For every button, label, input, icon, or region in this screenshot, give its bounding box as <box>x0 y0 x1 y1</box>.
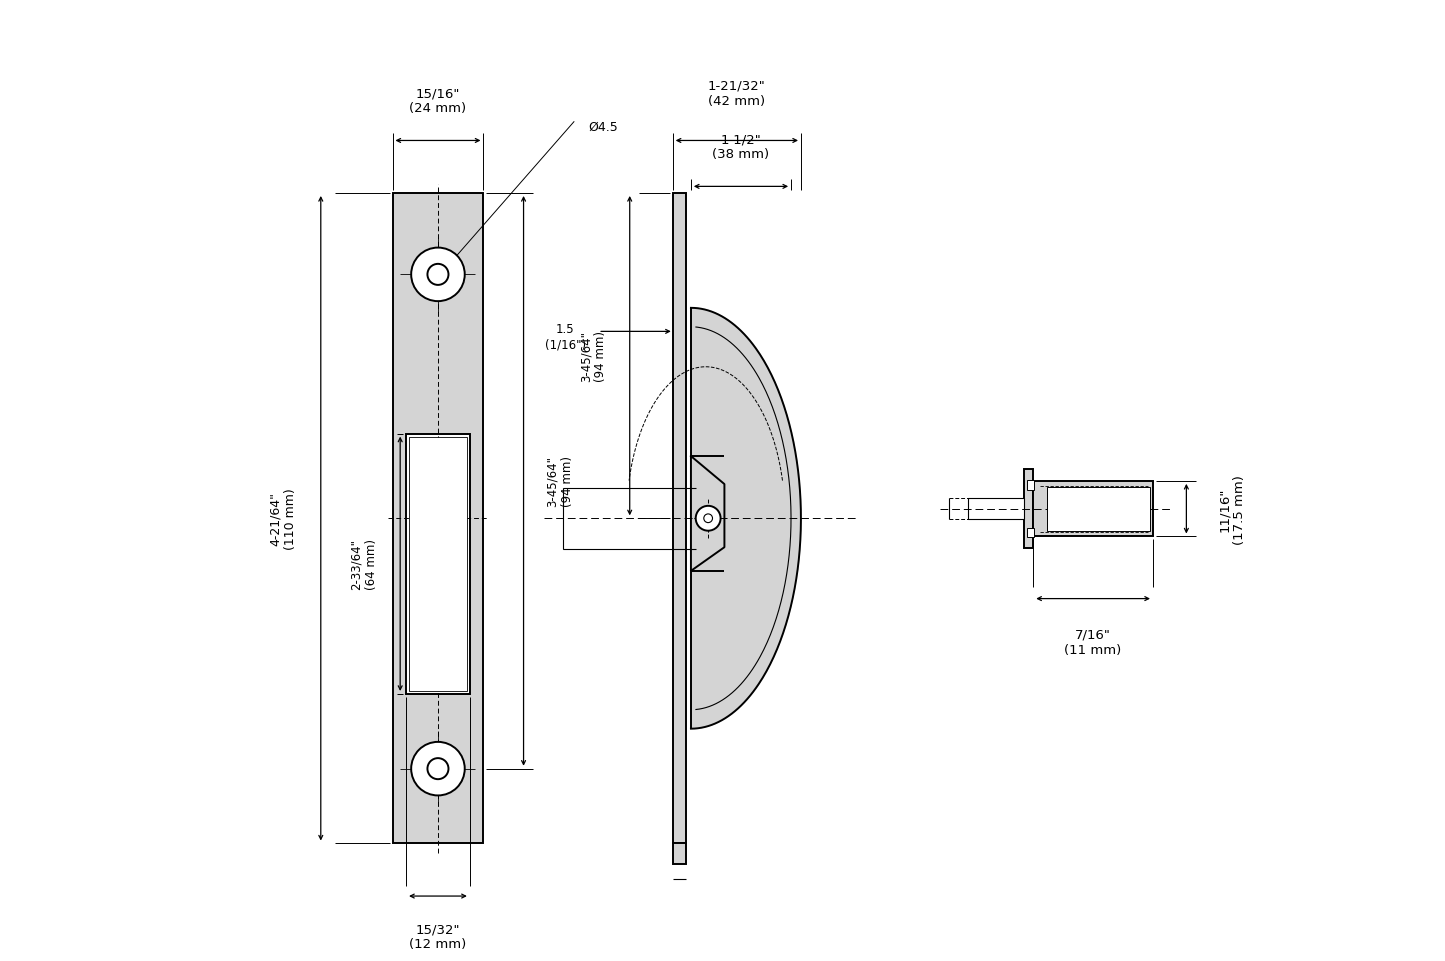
Bar <box>673 844 686 865</box>
Text: 4-21/64"
(110 mm): 4-21/64" (110 mm) <box>269 488 296 550</box>
Bar <box>1023 470 1033 549</box>
Bar <box>393 194 484 844</box>
Circle shape <box>428 758 448 779</box>
Bar <box>406 434 470 694</box>
Bar <box>968 499 1023 520</box>
Bar <box>1026 529 1035 538</box>
Circle shape <box>695 506 721 531</box>
Text: 3-45/64"
(94 mm): 3-45/64" (94 mm) <box>546 456 574 506</box>
Text: 3-45/64"
(94 mm): 3-45/64" (94 mm) <box>579 331 607 382</box>
Text: 1-1/2"
(38 mm): 1-1/2" (38 mm) <box>712 133 770 161</box>
Text: 15/16"
(24 mm): 15/16" (24 mm) <box>409 87 467 115</box>
Bar <box>673 194 686 844</box>
Bar <box>1046 487 1150 531</box>
Text: 1-21/32"
(42 mm): 1-21/32" (42 mm) <box>708 80 766 108</box>
Bar <box>1026 480 1035 490</box>
Text: 2-33/64"
(64 mm): 2-33/64" (64 mm) <box>350 539 377 590</box>
Circle shape <box>704 514 712 523</box>
Text: 11/16"
(17.5 mm): 11/16" (17.5 mm) <box>1218 475 1246 544</box>
Circle shape <box>412 248 465 302</box>
Text: Ø4.5: Ø4.5 <box>588 120 618 134</box>
Text: 1.5
(1/16"): 1.5 (1/16") <box>545 323 585 351</box>
Text: 15/32"
(12 mm): 15/32" (12 mm) <box>409 923 467 950</box>
Text: 7/16"
(11 mm): 7/16" (11 mm) <box>1065 628 1121 656</box>
Polygon shape <box>691 456 724 571</box>
Bar <box>409 437 467 691</box>
Bar <box>1033 481 1153 537</box>
Circle shape <box>412 742 465 796</box>
Circle shape <box>428 264 448 285</box>
Polygon shape <box>691 308 801 728</box>
